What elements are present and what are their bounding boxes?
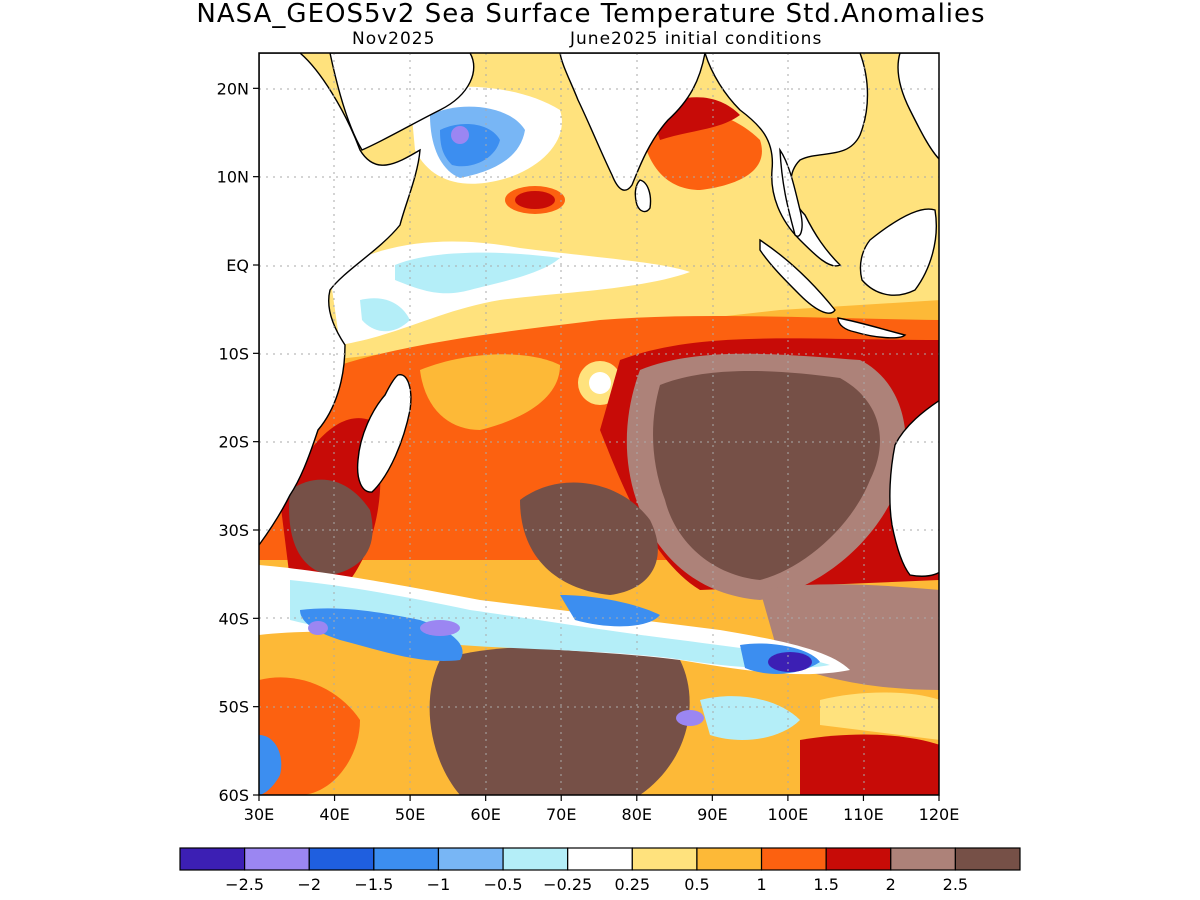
colorbar-label: −2 <box>297 875 321 894</box>
colorbar-label: 1.5 <box>813 875 838 894</box>
colorbar-swatch <box>954 847 1021 871</box>
lat-tick-label: 20S <box>218 433 249 452</box>
lon-tick-label: 50E <box>395 805 425 824</box>
colorbar-swatch <box>631 847 698 871</box>
africa-landmass <box>259 53 421 547</box>
anomaly-south-tropical-pale <box>420 354 560 430</box>
anomaly-darkbrown-central <box>520 482 658 595</box>
colorbar-swatch <box>502 847 569 871</box>
map-grid <box>259 53 939 795</box>
lat-tick-label: EQ <box>226 256 249 275</box>
anomaly-southern-blue-west <box>300 608 463 661</box>
colorbar-label: 1 <box>756 875 766 894</box>
colorbar-label: −0.25 <box>543 875 592 894</box>
colorbar-label: 0.25 <box>614 875 650 894</box>
colorbar-swatch <box>760 847 827 871</box>
malay-peninsula-landmass <box>779 147 803 237</box>
lat-tick-label: 60S <box>218 786 249 805</box>
lon-tick-label: 40E <box>319 805 349 824</box>
colorbar-swatch <box>437 847 504 871</box>
colorbar-swatch <box>696 847 763 871</box>
anomaly-purple-west <box>308 621 328 635</box>
java-landmass <box>837 317 907 339</box>
lon-tick-label: 30E <box>244 805 274 824</box>
latitude-axis: 20N 10N EQ 10S 20S 30S 40S 50S 60S <box>217 79 259 805</box>
arabia-landmass <box>329 53 475 151</box>
colorbar-swatch <box>567 847 633 871</box>
lon-tick-label: 100E <box>768 805 809 824</box>
colorbar-label: −2.5 <box>225 875 264 894</box>
longitude-axis: 30E 40E 50E 60E 70E 80E 90E 100E 110E 120E <box>244 795 960 824</box>
colorbar-label: −1.5 <box>354 875 393 894</box>
colorbar-label: 0.5 <box>684 875 709 894</box>
colorbar-swatch <box>825 847 892 871</box>
lon-tick-label: 60E <box>470 805 500 824</box>
initial-conditions-label: June2025 initial conditions <box>570 29 823 49</box>
sumatra-landmass <box>759 238 836 314</box>
land-masses <box>259 53 939 577</box>
lon-tick-label: 80E <box>622 805 652 824</box>
anomaly-darkbrown-south <box>429 646 690 795</box>
borneo-landmass <box>859 208 937 296</box>
anomaly-arabian-hotspot-inner <box>515 191 555 209</box>
colorbar-swatch <box>308 847 375 871</box>
colorbar-label: −1 <box>427 875 451 894</box>
anomaly-far-south-cyan-east <box>700 696 800 740</box>
madagascar-landmass <box>356 374 412 493</box>
southeast-asia-landmass <box>704 53 869 267</box>
anomaly-far-south-blue-west <box>259 735 282 795</box>
colorbar-swatch <box>890 847 956 871</box>
lon-tick-label: 90E <box>697 805 727 824</box>
lat-tick-label: 30S <box>218 521 249 540</box>
anomaly-purple-central <box>420 620 460 636</box>
lat-tick-label: 50S <box>218 698 249 717</box>
anomaly-white-ring-inner <box>589 372 611 394</box>
colorbar-label: 2.5 <box>943 875 968 894</box>
anomaly-far-south-pale-east <box>820 692 939 740</box>
colorbar-label: 2 <box>886 875 896 894</box>
lon-tick-label: 120E <box>919 805 960 824</box>
anomaly-darkbrown-west <box>289 479 373 575</box>
anomaly-southern-cyan <box>290 580 830 669</box>
colorbar-swatch <box>373 847 440 871</box>
australia-landmass <box>889 399 939 577</box>
anomaly-southern-blue-central <box>560 595 660 627</box>
map-frame <box>258 52 940 796</box>
colorbar-label: −0.5 <box>484 875 523 894</box>
anomaly-equatorial-cyan <box>395 252 560 294</box>
lon-tick-label: 70E <box>546 805 576 824</box>
anomaly-darkbrown-east <box>653 370 880 580</box>
philippines-landmass <box>897 53 939 160</box>
anomaly-far-south-orange-west <box>259 677 360 795</box>
lat-tick-label: 40S <box>218 609 249 628</box>
anomaly-purple-south <box>676 710 704 726</box>
anomaly-far-south-red-east <box>800 734 939 795</box>
anomaly-equatorial-cyan-2 <box>360 298 410 332</box>
anomaly-arabian-core <box>451 126 469 144</box>
colorbar-swatch <box>179 847 246 871</box>
map-title: NASA_GEOS5v2 Sea Surface Temperature Std… <box>196 0 986 29</box>
india-landmass <box>559 53 706 191</box>
colorbar-swatch <box>244 847 310 871</box>
anomaly-deep-blue-east <box>768 652 812 672</box>
sri-lanka-landmass <box>634 179 652 213</box>
lon-tick-label: 110E <box>843 805 884 824</box>
lat-tick-label: 10N <box>217 168 249 187</box>
lat-tick-label: 20N <box>217 79 249 98</box>
lat-tick-label: 10S <box>218 344 249 363</box>
forecast-month-label: Nov2025 <box>352 29 436 49</box>
